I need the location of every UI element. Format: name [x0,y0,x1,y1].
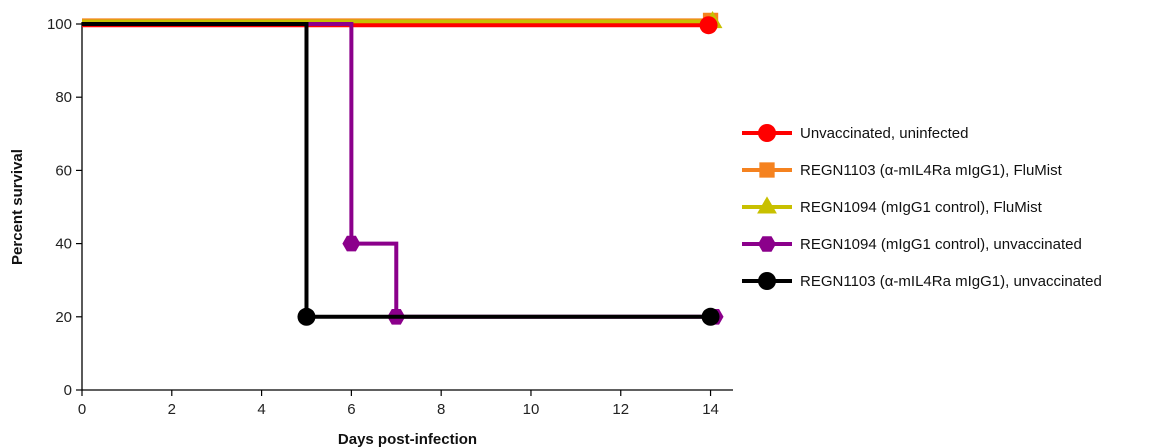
data-point [699,16,718,35]
series-line [82,22,711,319]
y-tick-label: 40 [55,236,72,253]
legend-item: Unvaccinated, uninfected [742,124,968,142]
axes: 0 2 4 6 8 10 12 14 0 20 40 60 80 100 [47,16,733,418]
y-tick-label: 100 [47,16,72,33]
series-line [82,22,711,319]
y-tick-label: 0 [64,382,72,399]
x-axis-title: Days post-infection [338,431,477,447]
legend-marker [757,196,777,214]
legend-item: REGN1103 (α-mIL4Ra mIgG1), unvaccinated [742,272,1102,290]
data-point [701,307,720,326]
y-tick-label: 20 [55,309,72,326]
legend-label: REGN1094 (mIgG1 control), FluMist [800,199,1043,216]
y-axis-title: Percent survival [9,149,26,265]
x-tick-label: 4 [257,401,265,418]
legend-marker [758,272,776,290]
legend-label: Unvaccinated, uninfected [800,125,968,142]
legend-label: REGN1103 (α-mIL4Ra mIgG1), FluMist [800,162,1063,179]
data-point [297,307,316,326]
legend-item: REGN1094 (mIgG1 control), FluMist [742,196,1043,216]
x-tick-label: 12 [612,401,629,418]
x-tick-label: 6 [347,401,355,418]
legend-marker [758,124,776,142]
legend-item: REGN1094 (mIgG1 control), unvaccinated [742,236,1082,253]
legend-label: REGN1094 (mIgG1 control), unvaccinated [800,236,1082,253]
series-3 [82,22,724,325]
x-tick-label: 8 [437,401,445,418]
legend-item: REGN1103 (α-mIL4Ra mIgG1), FluMist [742,162,1063,179]
legend-marker [759,162,775,178]
x-tick-label: 0 [78,401,86,418]
data-point [342,235,361,252]
y-tick-label: 80 [55,89,72,106]
x-tick-label: 14 [702,401,719,418]
x-tick-label: 10 [523,401,540,418]
y-tick-label: 60 [55,162,72,179]
legend-marker [758,236,776,252]
plot-area [82,10,724,326]
series-4 [82,22,720,326]
legend: Unvaccinated, uninfected REGN1103 (α-mIL4… [742,124,1102,290]
x-tick-label: 2 [168,401,176,418]
legend-label: REGN1103 (α-mIL4Ra mIgG1), unvaccinated [800,273,1102,290]
